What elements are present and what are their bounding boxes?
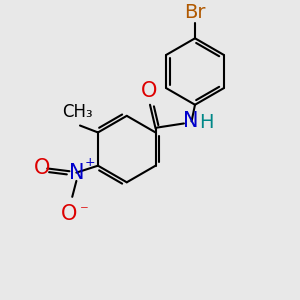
Text: +: + — [85, 156, 96, 170]
Text: O: O — [34, 158, 51, 178]
Text: Br: Br — [184, 3, 206, 22]
Text: H: H — [200, 113, 214, 132]
Text: CH₃: CH₃ — [62, 103, 92, 122]
Text: N: N — [69, 163, 85, 183]
Text: O: O — [61, 204, 78, 224]
Text: O: O — [141, 81, 158, 100]
Text: ⁻: ⁻ — [80, 202, 89, 220]
Text: N: N — [183, 111, 199, 131]
